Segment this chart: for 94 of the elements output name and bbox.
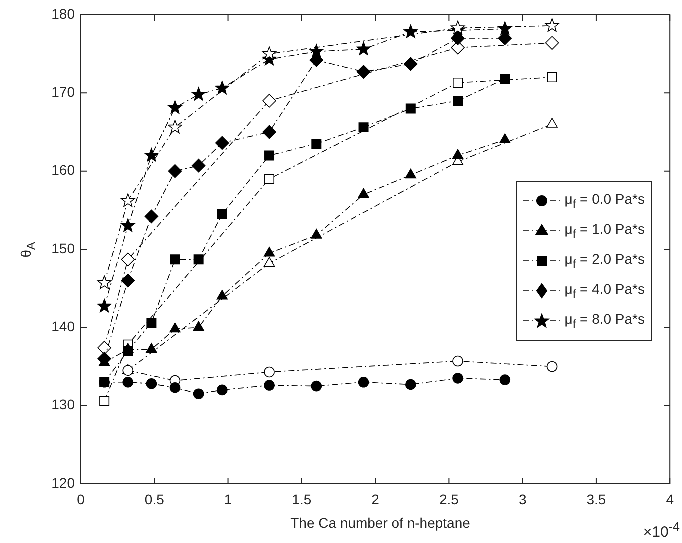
point	[216, 384, 228, 396]
point	[146, 378, 158, 390]
point	[122, 376, 134, 388]
point	[500, 374, 511, 386]
point	[310, 53, 324, 68]
point	[98, 299, 112, 313]
point	[358, 122, 369, 133]
y-tick-label: 150	[52, 240, 76, 256]
y-tick-label: 170	[52, 84, 76, 100]
point	[144, 148, 159, 162]
point	[146, 318, 157, 328]
point	[404, 24, 418, 38]
point	[170, 382, 181, 394]
point	[168, 164, 182, 178]
point	[193, 321, 204, 332]
legend-label: μ$_{f}$ = 0.0 Pa*s	[564, 191, 645, 211]
point	[262, 94, 276, 108]
point	[264, 380, 275, 391]
point	[192, 87, 206, 101]
x-tick-label: 1.5	[292, 491, 312, 508]
point	[264, 366, 275, 378]
point	[452, 356, 464, 367]
point	[168, 100, 182, 114]
point	[168, 120, 182, 134]
point	[98, 276, 112, 290]
point	[146, 343, 158, 353]
y-tick-label: 140	[52, 318, 76, 335]
legend-label: μ$_{f}$ = 2.0 Pa*s	[564, 251, 645, 271]
point	[453, 78, 464, 88]
x-tick-label: 0	[77, 491, 86, 508]
x-tick-label: 2	[372, 491, 380, 508]
point	[358, 376, 370, 388]
point	[547, 72, 558, 83]
point	[193, 388, 204, 400]
text: ×10$^{-4}$	[643, 520, 680, 541]
y-tick-label: 130	[52, 396, 76, 413]
point	[121, 218, 136, 232]
y-tick-label: 160	[52, 162, 76, 178]
point	[264, 257, 276, 267]
point	[264, 150, 275, 161]
point	[545, 36, 560, 50]
y-tick-label: 180	[52, 6, 76, 22]
x-tick-label: 2.5	[439, 491, 460, 508]
x-tick-label: 4	[666, 491, 674, 508]
legend-label: μ$_{f}$ = 8.0 Pa*s	[564, 311, 645, 331]
point	[192, 158, 206, 173]
x-tick-label: 0.5	[144, 491, 165, 508]
point	[264, 174, 275, 184]
point	[121, 194, 136, 208]
point	[498, 32, 512, 46]
point	[404, 57, 418, 72]
y-tick-label: 120	[52, 474, 76, 491]
point	[100, 396, 110, 406]
point	[500, 134, 511, 144]
point	[312, 138, 322, 149]
point	[500, 74, 510, 84]
point	[406, 104, 416, 114]
legend-label: μ$_{f}$ = 1.0 Pa*s	[564, 221, 645, 241]
point	[356, 42, 371, 56]
point	[310, 44, 324, 58]
point	[194, 254, 204, 265]
legend-label: μ$_{f}$ = 4.0 Pa*s	[564, 281, 645, 301]
point	[545, 18, 560, 32]
point	[121, 274, 136, 288]
point	[405, 168, 416, 179]
point	[122, 343, 134, 353]
point	[98, 341, 112, 355]
point	[453, 96, 464, 106]
x-tick-label: 3	[518, 491, 527, 508]
point	[121, 252, 136, 267]
point	[498, 22, 512, 36]
point	[452, 373, 464, 384]
point	[452, 149, 464, 160]
point	[356, 65, 371, 79]
point	[358, 188, 370, 198]
point	[311, 380, 322, 392]
point	[406, 379, 416, 390]
point	[262, 46, 277, 60]
point	[144, 210, 159, 224]
point	[262, 125, 276, 140]
point	[170, 254, 180, 265]
x-axis-title: The Ca number of n-heptane	[290, 515, 470, 531]
point	[216, 290, 228, 300]
point	[170, 322, 181, 333]
point	[546, 118, 558, 128]
point	[264, 247, 276, 257]
point	[311, 229, 322, 239]
point	[450, 20, 466, 34]
x-tick-label: 1	[224, 491, 232, 508]
point	[215, 81, 230, 95]
point	[215, 136, 230, 150]
x-tick-label: 3.5	[586, 491, 606, 508]
point	[546, 361, 558, 372]
point	[217, 209, 228, 220]
